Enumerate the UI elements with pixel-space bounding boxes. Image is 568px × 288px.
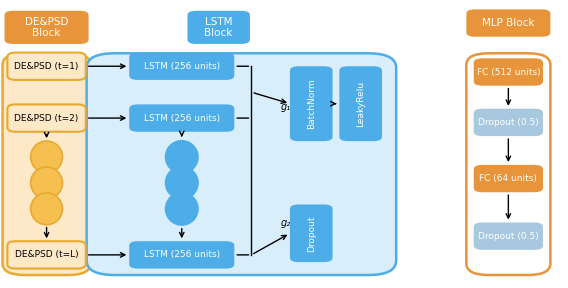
Ellipse shape (31, 141, 62, 173)
FancyBboxPatch shape (86, 53, 396, 275)
Text: BatchNorm: BatchNorm (307, 78, 316, 129)
FancyBboxPatch shape (474, 165, 543, 192)
FancyBboxPatch shape (290, 204, 333, 262)
Ellipse shape (165, 192, 199, 226)
FancyBboxPatch shape (3, 53, 91, 275)
Ellipse shape (165, 166, 199, 200)
Text: LSTM (256 units): LSTM (256 units) (144, 250, 220, 259)
FancyBboxPatch shape (187, 11, 250, 44)
FancyBboxPatch shape (474, 109, 543, 136)
Text: LSTM (256 units): LSTM (256 units) (144, 113, 220, 123)
Text: DE&PSD (t=1): DE&PSD (t=1) (14, 62, 79, 71)
FancyBboxPatch shape (130, 241, 234, 268)
FancyBboxPatch shape (474, 222, 543, 250)
Text: LSTM
Block: LSTM Block (204, 17, 233, 38)
FancyBboxPatch shape (5, 11, 89, 44)
Text: FC (64 units): FC (64 units) (479, 174, 537, 183)
FancyBboxPatch shape (474, 58, 543, 86)
Text: LSTM (256 units): LSTM (256 units) (144, 62, 220, 71)
Text: Dropout (0.5): Dropout (0.5) (478, 118, 538, 127)
Text: g₁: g₁ (281, 102, 291, 111)
FancyBboxPatch shape (7, 241, 86, 268)
FancyBboxPatch shape (130, 53, 234, 80)
FancyBboxPatch shape (7, 53, 86, 80)
FancyBboxPatch shape (466, 10, 550, 37)
Text: LeakyRelu: LeakyRelu (356, 81, 365, 127)
FancyBboxPatch shape (340, 66, 382, 141)
Ellipse shape (31, 193, 62, 225)
Text: Dropout (0.5): Dropout (0.5) (478, 232, 538, 241)
Text: FC (512 units): FC (512 units) (477, 67, 540, 77)
FancyBboxPatch shape (466, 53, 550, 275)
Text: g₂: g₂ (281, 218, 291, 228)
Ellipse shape (165, 140, 199, 174)
FancyBboxPatch shape (7, 105, 86, 132)
Ellipse shape (31, 167, 62, 199)
FancyBboxPatch shape (290, 66, 333, 141)
Text: DE&PSD
Block: DE&PSD Block (25, 17, 68, 38)
Text: DE&PSD (t=L): DE&PSD (t=L) (15, 250, 78, 259)
Text: DE&PSD (t=2): DE&PSD (t=2) (14, 113, 79, 123)
FancyBboxPatch shape (130, 105, 234, 132)
Text: Dropout: Dropout (307, 215, 316, 251)
Text: MLP Block: MLP Block (482, 18, 534, 28)
